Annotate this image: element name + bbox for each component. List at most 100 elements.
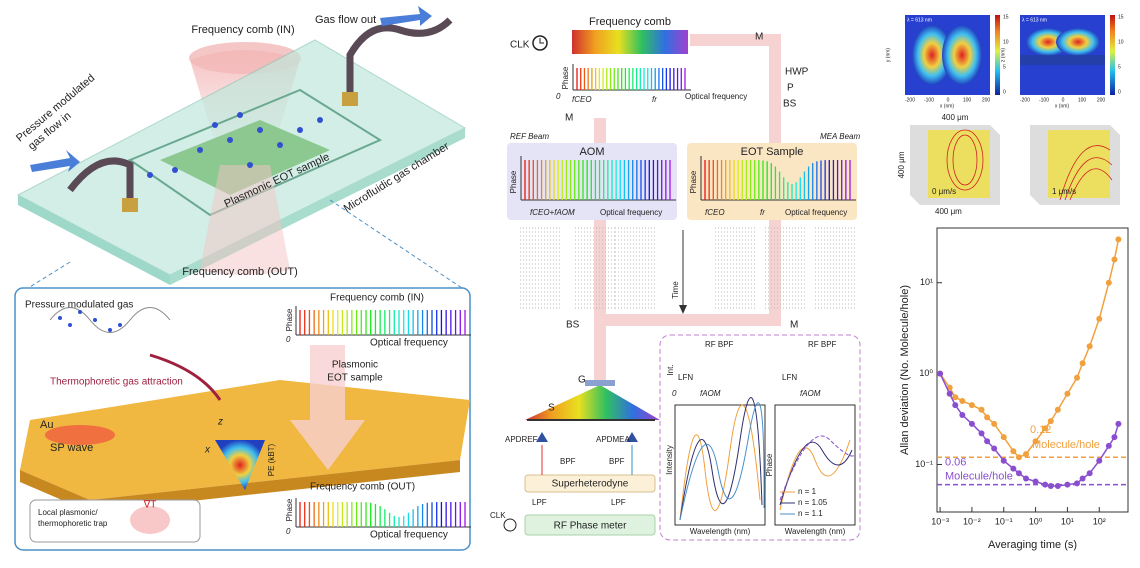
label: LFN bbox=[782, 373, 797, 382]
label: M bbox=[790, 320, 798, 331]
tick-label: 100 bbox=[963, 97, 972, 103]
x-tick-label: 10⁰ bbox=[1029, 516, 1043, 526]
label: z (nm) bbox=[1000, 48, 1006, 63]
label: ∇T bbox=[143, 500, 157, 511]
colorbar-label: 5 bbox=[1003, 64, 1006, 70]
label: APDMEA bbox=[596, 435, 630, 444]
label: y (nm) bbox=[885, 48, 891, 63]
data-point bbox=[1032, 478, 1039, 485]
label: RF BPF bbox=[705, 340, 734, 349]
label: fAOM bbox=[700, 389, 721, 398]
data-point bbox=[1000, 434, 1007, 441]
annotation: Molecule/hole bbox=[945, 471, 1013, 483]
legend-label: n = 1.1 bbox=[798, 509, 823, 518]
label: EOT sample bbox=[327, 373, 383, 384]
label: Optical frequency bbox=[600, 208, 662, 217]
label: CLK bbox=[510, 40, 530, 51]
data-point bbox=[959, 412, 966, 419]
plot-area bbox=[936, 227, 1129, 513]
data-point bbox=[1064, 481, 1071, 488]
label: Frequency comb (IN) bbox=[191, 24, 294, 36]
label: REF Beam bbox=[510, 132, 549, 141]
data-point bbox=[952, 394, 959, 401]
data-point bbox=[1074, 480, 1081, 487]
data-point bbox=[968, 402, 975, 409]
label: Frequency comb (OUT) bbox=[182, 266, 298, 278]
annotation: Molecule/hole bbox=[1032, 439, 1100, 451]
data-point bbox=[1042, 425, 1049, 432]
data-point bbox=[984, 438, 991, 445]
label: 0 bbox=[556, 92, 561, 101]
x-tick-label: 10⁻³ bbox=[931, 516, 949, 526]
label: RF Phase meter bbox=[554, 521, 627, 532]
colorbar-label: 15 bbox=[1003, 14, 1009, 20]
x-tick-label: 10² bbox=[1093, 516, 1106, 526]
data-point bbox=[1096, 315, 1103, 322]
label: Int. bbox=[666, 364, 675, 375]
tick-label: -200 bbox=[905, 97, 915, 103]
tick-label: -100 bbox=[924, 97, 934, 103]
colorbar-label: 5 bbox=[1118, 64, 1121, 70]
field-maps: λ = 613 nm λ = 613 nm y (nm) z (nm) x (n… bbox=[885, 14, 1123, 216]
data-point bbox=[991, 445, 998, 452]
tick-label: 100 bbox=[1078, 97, 1087, 103]
label: x (nm) bbox=[940, 103, 955, 109]
label: 400 μm bbox=[935, 207, 962, 216]
data-point bbox=[1111, 434, 1118, 441]
label: M bbox=[755, 32, 763, 43]
label: Optical frequency bbox=[370, 530, 448, 541]
label: Phase bbox=[765, 453, 774, 476]
label: 0 μm/s bbox=[932, 187, 956, 196]
label: S bbox=[548, 403, 555, 414]
y-tick-label: 10¹ bbox=[920, 277, 933, 287]
data-point bbox=[984, 414, 991, 421]
data-point bbox=[1064, 390, 1071, 397]
label: RF BPF bbox=[808, 340, 837, 349]
label: Frequency comb (IN) bbox=[330, 293, 424, 304]
label: APDREF bbox=[505, 435, 538, 444]
label: LPF bbox=[611, 498, 626, 507]
label: Optical frequency bbox=[370, 338, 448, 349]
label: MEA Beam bbox=[820, 132, 860, 141]
label: Wavelength (nm) bbox=[785, 527, 846, 536]
label: fAOM bbox=[800, 389, 821, 398]
label: G bbox=[578, 375, 586, 386]
label: Superheterodyne bbox=[552, 479, 629, 490]
label: Wavelength (nm) bbox=[690, 527, 751, 536]
data-point bbox=[1047, 482, 1054, 489]
label: AOM bbox=[579, 146, 604, 158]
label: CLK bbox=[490, 511, 506, 520]
x-tick-label: 10⁻² bbox=[963, 516, 981, 526]
data-point bbox=[952, 402, 959, 409]
label: BS bbox=[783, 99, 797, 110]
colorbar-label: 10 bbox=[1003, 39, 1009, 45]
x-tick-label: 10⁻¹ bbox=[995, 516, 1013, 526]
data-point bbox=[946, 390, 953, 397]
colorbar-label: 0 bbox=[1118, 89, 1121, 95]
label: Phase bbox=[285, 308, 294, 331]
label: fCEO bbox=[705, 208, 725, 217]
label: Thermophoretic gas attraction bbox=[50, 377, 183, 388]
label: M bbox=[565, 113, 573, 124]
label: PE (kBT) bbox=[267, 443, 276, 476]
label: BPF bbox=[560, 457, 576, 466]
data-point bbox=[959, 397, 966, 404]
label: SP wave bbox=[50, 442, 93, 454]
data-point bbox=[1115, 236, 1122, 243]
label: 400 μm bbox=[942, 113, 969, 122]
legend-label: n = 1 bbox=[798, 487, 817, 496]
data-point bbox=[1115, 420, 1122, 427]
setup: CLK Frequency comb M HWP P BS M Phase 0 … bbox=[490, 16, 861, 541]
data-point bbox=[1086, 470, 1093, 477]
tick-label: -100 bbox=[1039, 97, 1049, 103]
label: Gas flow out bbox=[315, 14, 376, 26]
data-point bbox=[1010, 448, 1017, 455]
label: LPF bbox=[532, 498, 547, 507]
data-point bbox=[1042, 481, 1049, 488]
data-point bbox=[991, 420, 998, 427]
label: Phase bbox=[509, 170, 518, 193]
data-point bbox=[1086, 343, 1093, 350]
label: 0 bbox=[672, 389, 677, 398]
data-point bbox=[978, 406, 985, 413]
